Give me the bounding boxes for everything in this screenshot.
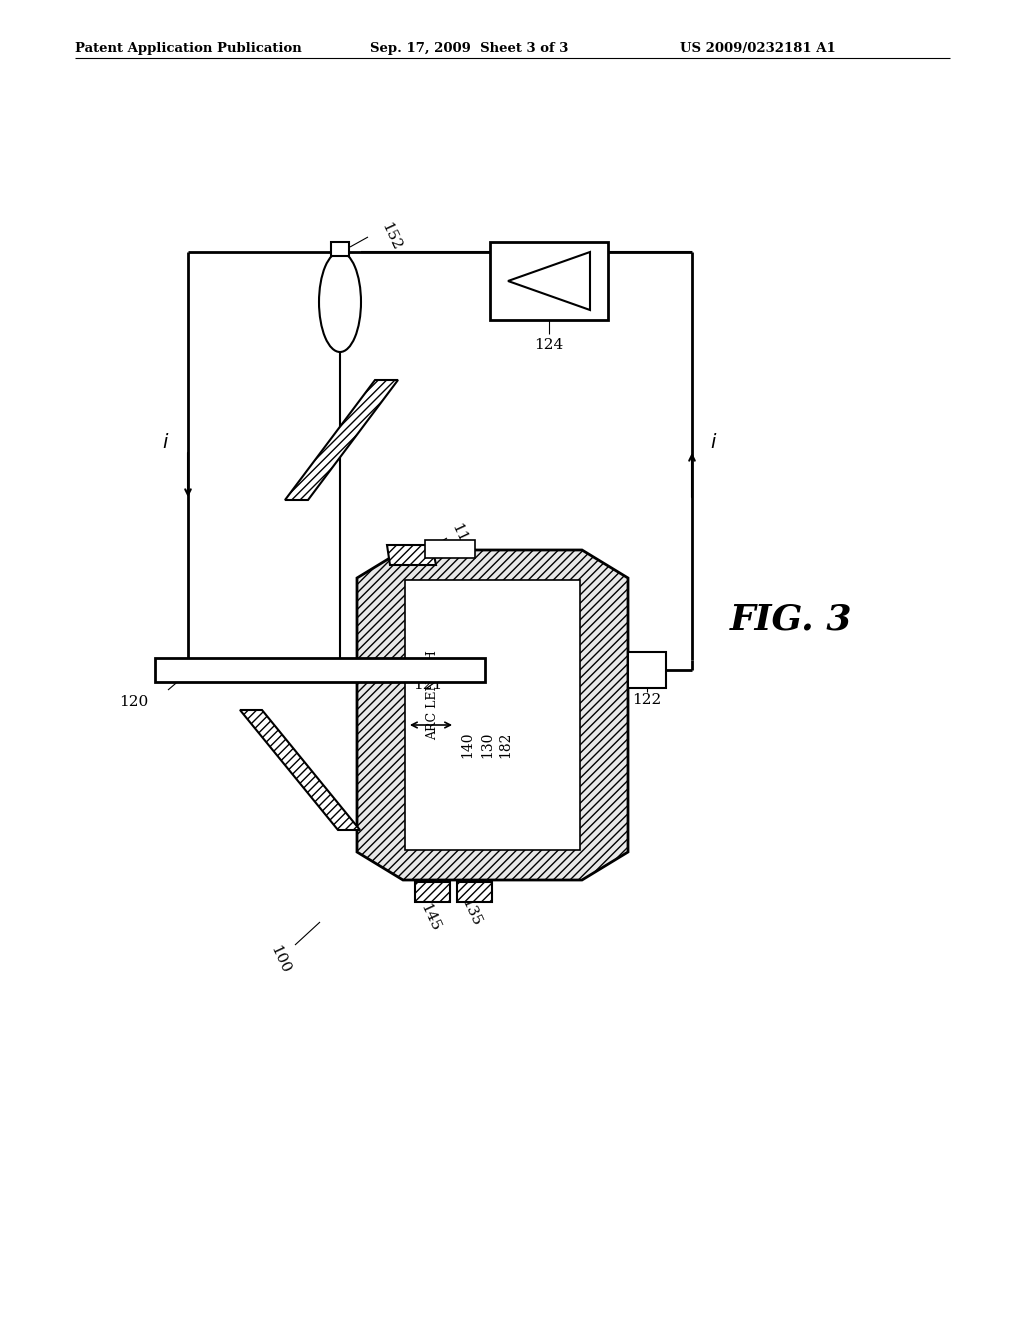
- Text: $i$: $i$: [163, 433, 170, 451]
- Bar: [628, 652, 666, 688]
- Bar: [155, 657, 485, 682]
- Ellipse shape: [319, 252, 361, 352]
- Bar: [415, 882, 450, 902]
- Text: 122: 122: [633, 693, 662, 708]
- Bar: [406, 579, 580, 850]
- Text: ARC LENGTH: ARC LENGTH: [427, 649, 439, 741]
- Text: 110: 110: [449, 521, 473, 554]
- Text: 120: 120: [119, 696, 148, 709]
- Text: $i$: $i$: [711, 433, 718, 451]
- Text: 182: 182: [498, 731, 512, 758]
- Text: 140: 140: [460, 731, 474, 758]
- Polygon shape: [285, 380, 398, 500]
- Polygon shape: [357, 550, 628, 880]
- Text: 152: 152: [378, 220, 403, 253]
- Text: 135: 135: [458, 896, 483, 928]
- Text: FIG. 3: FIG. 3: [730, 603, 853, 638]
- Text: 121: 121: [413, 678, 442, 692]
- Bar: [425, 540, 475, 558]
- Text: 145: 145: [417, 902, 442, 935]
- Bar: [457, 882, 492, 902]
- Polygon shape: [387, 545, 436, 565]
- Text: 100: 100: [267, 944, 293, 977]
- Text: 130: 130: [480, 731, 494, 758]
- Bar: [331, 242, 349, 256]
- Polygon shape: [240, 710, 360, 830]
- Text: US 2009/0232181 A1: US 2009/0232181 A1: [680, 42, 836, 55]
- Bar: [490, 242, 608, 319]
- Text: Patent Application Publication: Patent Application Publication: [75, 42, 302, 55]
- Text: Sep. 17, 2009  Sheet 3 of 3: Sep. 17, 2009 Sheet 3 of 3: [370, 42, 568, 55]
- Text: 124: 124: [535, 338, 563, 352]
